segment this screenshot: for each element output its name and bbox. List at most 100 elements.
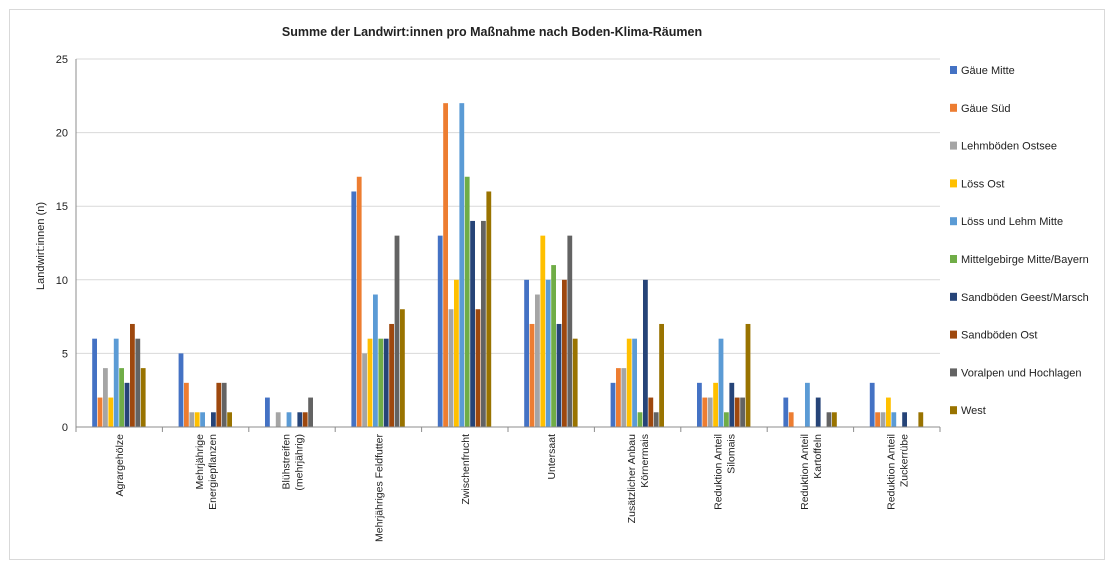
legend-swatch	[950, 141, 957, 150]
bar	[535, 294, 540, 427]
x-tick-label: Untersaat	[546, 434, 558, 480]
bar	[108, 397, 114, 427]
x-tick-label: Zuckerrübe	[898, 434, 910, 487]
bar	[918, 412, 924, 427]
legend-swatch	[950, 255, 957, 263]
legend-label: West	[961, 405, 986, 417]
bar	[437, 235, 443, 427]
bar	[545, 279, 551, 427]
bar	[702, 397, 708, 427]
bar	[227, 412, 232, 427]
legend-label: Sandböden Geest/Marsch	[961, 292, 1089, 304]
bar	[459, 103, 465, 427]
gridlines	[76, 58, 940, 354]
bar	[113, 338, 119, 427]
y-axis-label: Landwirt:innen (n)	[35, 202, 47, 290]
bar	[389, 323, 394, 427]
bar	[880, 412, 886, 427]
bar	[443, 103, 448, 427]
legend-swatch	[950, 330, 957, 339]
bar	[891, 412, 897, 427]
legend-swatch	[950, 368, 957, 377]
y-tick-label: 5	[62, 348, 68, 360]
bar	[805, 382, 810, 427]
bar	[464, 176, 470, 427]
bar	[632, 338, 637, 427]
bar	[130, 323, 135, 427]
legend: Gäue Mitte Gäue Süd Lehmböden Ostsee Löss O…	[950, 65, 1089, 417]
x-category-label: Reduktion Anteil Kartoffeln	[799, 434, 824, 510]
bar	[221, 382, 227, 427]
bar	[383, 338, 389, 427]
bar	[367, 338, 373, 427]
bar	[540, 235, 546, 427]
x-category-label: Agrargehölze	[114, 434, 126, 497]
bar	[194, 412, 200, 427]
x-category-label: Reduktion Anteil Silomais	[713, 434, 738, 510]
legend-swatch	[950, 103, 957, 112]
bar	[356, 176, 362, 427]
x-tick-label: (mehrjährig)	[294, 434, 306, 491]
bar	[616, 368, 621, 427]
legend-item: West	[950, 405, 986, 417]
x-tick-label: Mehrjährige	[194, 434, 206, 490]
bar	[103, 368, 108, 427]
bar	[454, 279, 459, 427]
bar	[475, 309, 481, 427]
y-axis-ticks: 0 5 10 15 20 25	[56, 54, 68, 434]
bar	[119, 368, 124, 427]
x-tick-label: Mehrjähriges Feldfutter	[373, 434, 385, 542]
x-tick-label: Reduktion Anteil	[713, 434, 725, 510]
bar	[653, 412, 659, 427]
legend-item: Löss Ost	[950, 178, 1004, 190]
axes	[75, 59, 941, 432]
legend-item: Sandböden Ost	[950, 330, 1037, 342]
y-tick-label: 0	[62, 422, 68, 434]
bar	[486, 191, 492, 427]
bar	[92, 338, 97, 427]
bar	[886, 397, 891, 427]
legend-swatch	[950, 66, 957, 74]
bar	[648, 397, 654, 427]
bar	[707, 397, 713, 427]
bar	[524, 279, 529, 427]
y-tick-label: 25	[56, 54, 68, 66]
x-tick-label: Zusätzlicher Anbau	[626, 434, 638, 523]
bar	[297, 412, 303, 427]
legend-item: Voralpen und Hochlagen	[950, 367, 1081, 379]
legend-item: Löss und Lehm Mitte	[950, 216, 1063, 228]
bar	[211, 412, 216, 427]
legend-item: Mittelgebirge Mitte/Bayern	[950, 254, 1089, 266]
bar	[373, 294, 378, 427]
bar	[783, 397, 789, 427]
bar	[734, 397, 740, 427]
bar	[826, 412, 832, 427]
bar	[643, 279, 648, 427]
legend-label: Löss Ost	[961, 178, 1004, 190]
bar	[140, 368, 146, 427]
chart-title: Summe der Landwirt:innen pro Maßnahme na…	[282, 25, 702, 39]
bar	[302, 412, 308, 427]
bar	[351, 191, 357, 427]
bar	[394, 235, 400, 427]
x-tick-label: Körnermais	[639, 434, 651, 488]
x-tick-label: Kartoffeln	[812, 434, 824, 479]
legend-swatch	[950, 292, 957, 301]
bar	[713, 382, 718, 427]
bar	[697, 382, 702, 427]
legend-label: Gäue Mitte	[961, 65, 1015, 77]
bar	[448, 309, 454, 427]
bar	[135, 338, 141, 427]
bar	[275, 412, 281, 427]
bar	[286, 412, 292, 427]
x-category-label: Untersaat	[546, 434, 558, 480]
bar	[562, 279, 567, 427]
x-tick-label: Zwischenfrucht	[460, 434, 472, 505]
bar	[124, 382, 130, 427]
bar	[378, 338, 384, 427]
legend-label: Voralpen und Hochlagen	[961, 367, 1081, 379]
bar	[567, 235, 573, 427]
bar	[308, 397, 313, 427]
bar	[362, 353, 367, 427]
bar	[621, 368, 627, 427]
